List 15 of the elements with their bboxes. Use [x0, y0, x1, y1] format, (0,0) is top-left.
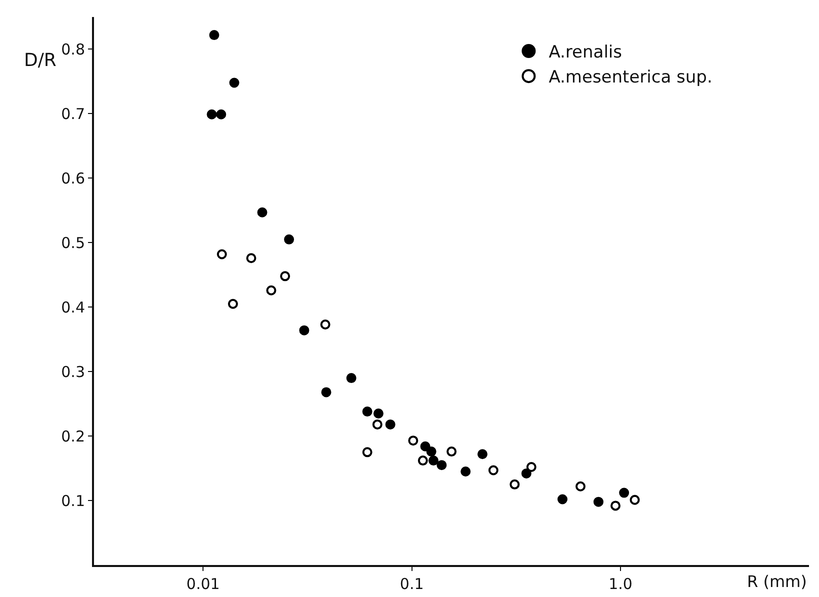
legend-label: A.mesenterica sup. [548, 68, 712, 88]
y-tick-label: 0.2 [61, 427, 85, 446]
y-tick-label: 0.8 [61, 40, 85, 58]
legend-label: A.renalis [548, 42, 622, 63]
y-tick-label: 0.4 [61, 298, 85, 316]
y-tick-label: 0.5 [61, 234, 85, 252]
y-tick-label: 0.1 [61, 492, 85, 510]
y-tick-label: 0.3 [61, 362, 85, 381]
y-tick-label: 0.7 [61, 104, 85, 123]
x-tick-label: 0.01 [186, 575, 220, 593]
x-tick-label: 0.1 [400, 575, 424, 593]
y-axis-title: D/R [24, 50, 56, 71]
y-tick-label: 0.6 [61, 169, 85, 188]
x-axis-title: R (mm) [747, 572, 807, 591]
x-tick-label: 1.0 [608, 575, 632, 593]
